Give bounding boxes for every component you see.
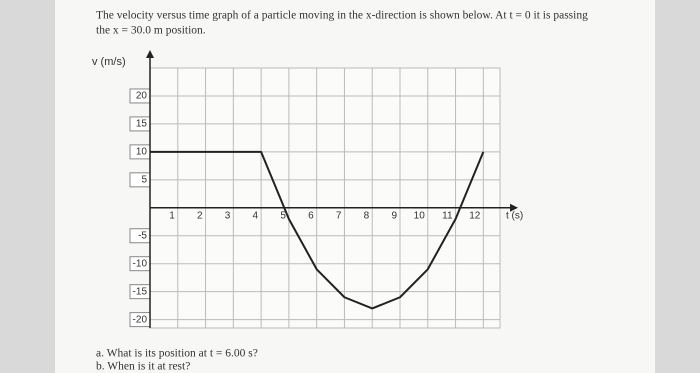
question: a. What is its position at t = 6.00 s? [96,348,258,360]
y-tick-box [129,172,151,188]
x-axis-label: t (s) [506,211,523,222]
y-tick-label: 10 [136,147,148,158]
x-tick-label: 4 [253,210,259,221]
y-tick-label: 20 [136,91,148,102]
x-tick-label: 2 [197,210,203,221]
x-tick-label: 1 [169,210,175,221]
x-tick-label: 12 [469,210,481,221]
y-tick-label: -20 [133,314,148,325]
x-tick-label: 10 [414,210,426,221]
y-tick-label: -10 [133,258,148,269]
y-tick-label: 5 [141,174,147,185]
x-arrow [510,203,518,212]
y-arrow [146,50,154,58]
statement: The velocity versus time graph of a part… [96,10,588,22]
x-tick-label: 5 [280,210,286,221]
x-tick-label: 7 [336,210,342,221]
x-tick-label: 9 [391,210,397,221]
y-tick-label: -15 [133,286,148,297]
y-tick-label: -5 [138,230,147,241]
x-tick-label: 3 [225,210,231,221]
velocity-line [150,150,485,310]
y-tick-label: 15 [136,119,148,130]
question: b. When is it at rest? [96,361,190,373]
x-tick-label: 6 [308,210,314,221]
y-axis-label: v (m/s) [92,56,126,68]
x-tick-label: 8 [364,210,370,221]
x-tick-label: 11 [442,210,453,221]
statement: the x = 30.0 m position. [96,25,206,37]
plot-area [149,67,501,329]
